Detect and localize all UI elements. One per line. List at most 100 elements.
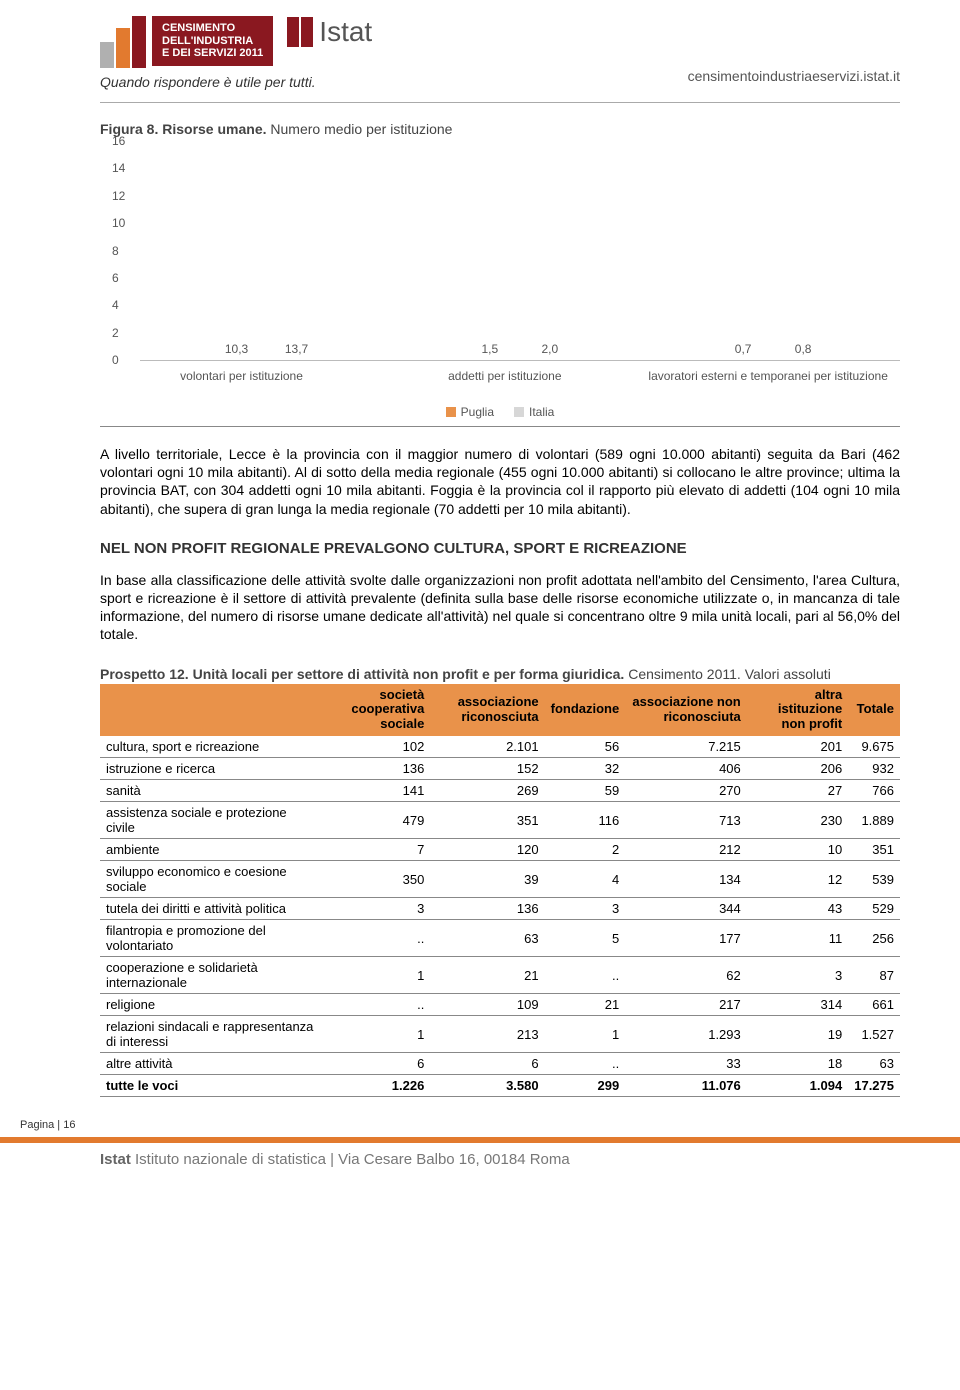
table-cell: 63 [430,920,544,957]
table-cell: 766 [848,780,900,802]
page-header: CENSIMENTO DELL'INDUSTRIA E DEI SERVIZI … [0,0,960,98]
table-cell: 344 [625,898,747,920]
table-row: cultura, sport e ricreazione1022.101567.… [100,736,900,758]
table-cell: 177 [625,920,747,957]
paragraph-2: In base alla classificazione delle attiv… [100,571,900,644]
table-cell: 27 [747,780,848,802]
table-cell: 529 [848,898,900,920]
table-cell: 350 [320,861,430,898]
table-cell: filantropia e promozione del volontariat… [100,920,320,957]
table-cell: 7 [320,839,430,861]
table-cell: 1.094 [747,1075,848,1097]
table-cell: 351 [848,839,900,861]
table-cell: 10 [747,839,848,861]
table-cell: altre attività [100,1053,320,1075]
istat-text: Istat [319,16,372,48]
table-cell: 21 [430,957,544,994]
table-cell: 17.275 [848,1075,900,1097]
istat-logo: Istat [287,16,372,48]
table-row: tutela dei diritti e attività politica31… [100,898,900,920]
table-cell: 6 [430,1053,544,1075]
legend-item: Italia [514,405,554,419]
table-cell: 21 [545,994,626,1016]
table-cell: 256 [848,920,900,957]
table-cell: 3.580 [430,1075,544,1097]
table-cell: assistenza sociale e protezione civile [100,802,320,839]
table-cell: 11.076 [625,1075,747,1097]
y-tick: 12 [112,189,125,203]
table-cell: 102 [320,736,430,758]
bar-value-label: 1,5 [463,342,517,356]
table-cell: 314 [747,994,848,1016]
table-cell: 1.293 [625,1016,747,1053]
table-row: sanità1412695927027766 [100,780,900,802]
table-cell: 1.889 [848,802,900,839]
table-cell: 63 [848,1053,900,1075]
table-cell: 213 [430,1016,544,1053]
table-cell: 4 [545,861,626,898]
table-cell: 43 [747,898,848,920]
table-cell: .. [320,920,430,957]
y-tick: 16 [112,134,125,148]
header-url: censimentoindustriaeservizi.istat.it [688,68,900,90]
table-cell: relazioni sindacali e rappresentanza di … [100,1016,320,1053]
table-cell: 270 [625,780,747,802]
table-header-cell [100,684,320,737]
table-cell: 33 [625,1053,747,1075]
table-header-cell: associazione riconosciuta [430,684,544,737]
table-cell: 1 [320,1016,430,1053]
table-cell: 32 [545,758,626,780]
table-cell: 3 [320,898,430,920]
y-tick: 10 [112,216,125,230]
table-cell: 87 [848,957,900,994]
table-cell: 9.675 [848,736,900,758]
table-row: sviluppo economico e coesione sociale350… [100,861,900,898]
table-cell: 152 [430,758,544,780]
table-cell: cooperazione e solidarietà internazional… [100,957,320,994]
table-cell: 6 [320,1053,430,1075]
table-cell: 19 [747,1016,848,1053]
bar-value-label: 2,0 [523,342,577,356]
table-cell: 230 [747,802,848,839]
table-header-cell: fondazione [545,684,626,737]
table-cell: religione [100,994,320,1016]
y-tick: 14 [112,161,125,175]
table-header-cell: società cooperativa sociale [320,684,430,737]
x-axis-label: volontari per istituzione [110,369,373,383]
table-cell: tutte le voci [100,1075,320,1097]
bar-chart: 024681012141610,313,71,52,00,70,8volonta… [100,141,900,427]
table-row: relazioni sindacali e rappresentanza di … [100,1016,900,1053]
legend-label: Italia [529,405,554,419]
census-bars-icon [100,16,146,68]
table-cell: 3 [545,898,626,920]
page-footer: Istat Istituto nazionale di statistica |… [0,1137,960,1188]
table-cell: 406 [625,758,747,780]
table-header-cell: Totale [848,684,900,737]
table-cell: 713 [625,802,747,839]
y-tick: 6 [112,271,119,285]
legend-swatch-icon [514,407,524,417]
table-total-row: tutte le voci1.2263.58029911.0761.09417.… [100,1075,900,1097]
table-cell: 109 [430,994,544,1016]
table-row: istruzione e ricerca13615232406206932 [100,758,900,780]
bar-value-label: 0,7 [716,342,770,356]
table-row: religione..10921217314661 [100,994,900,1016]
data-table: società cooperativa socialeassociazione … [100,684,900,1098]
table-header-cell: altra istituzione non profit [747,684,848,737]
table-cell: 2 [545,839,626,861]
table-cell: 201 [747,736,848,758]
table-cell: cultura, sport e ricreazione [100,736,320,758]
table-cell: 5 [545,920,626,957]
table-cell: 539 [848,861,900,898]
table-cell: 56 [545,736,626,758]
table-cell: 1 [545,1016,626,1053]
table-cell: 1 [320,957,430,994]
table-cell: .. [320,994,430,1016]
table-header-cell: associazione non riconosciuta [625,684,747,737]
x-axis-label: lavoratori esterni e temporanei per isti… [637,369,900,383]
census-logo: CENSIMENTO DELL'INDUSTRIA E DEI SERVIZI … [100,16,273,68]
legend-label: Puglia [461,405,494,419]
table-cell: 59 [545,780,626,802]
bar-value-label: 13,7 [270,342,324,356]
table-cell: 39 [430,861,544,898]
